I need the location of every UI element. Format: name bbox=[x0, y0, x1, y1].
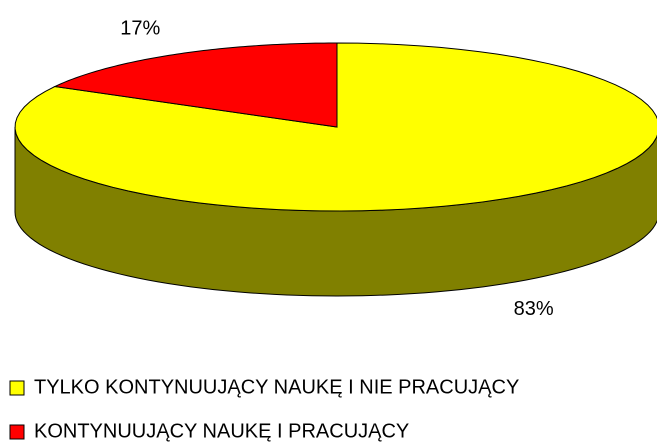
pie-slice bbox=[53, 42, 338, 128]
data-label: 17% bbox=[120, 18, 160, 40]
data-label: 83% bbox=[514, 298, 554, 320]
legend-swatch bbox=[9, 424, 25, 440]
legend-label: TYLKO KONTYNUUJĄCY NAUKĘ I NIE PRACUJĄCY bbox=[34, 376, 519, 398]
legend-swatch bbox=[9, 380, 25, 396]
legend-label: KONTYNUUJĄCY NAUKĘ I PRACUJĄCY bbox=[34, 420, 409, 442]
